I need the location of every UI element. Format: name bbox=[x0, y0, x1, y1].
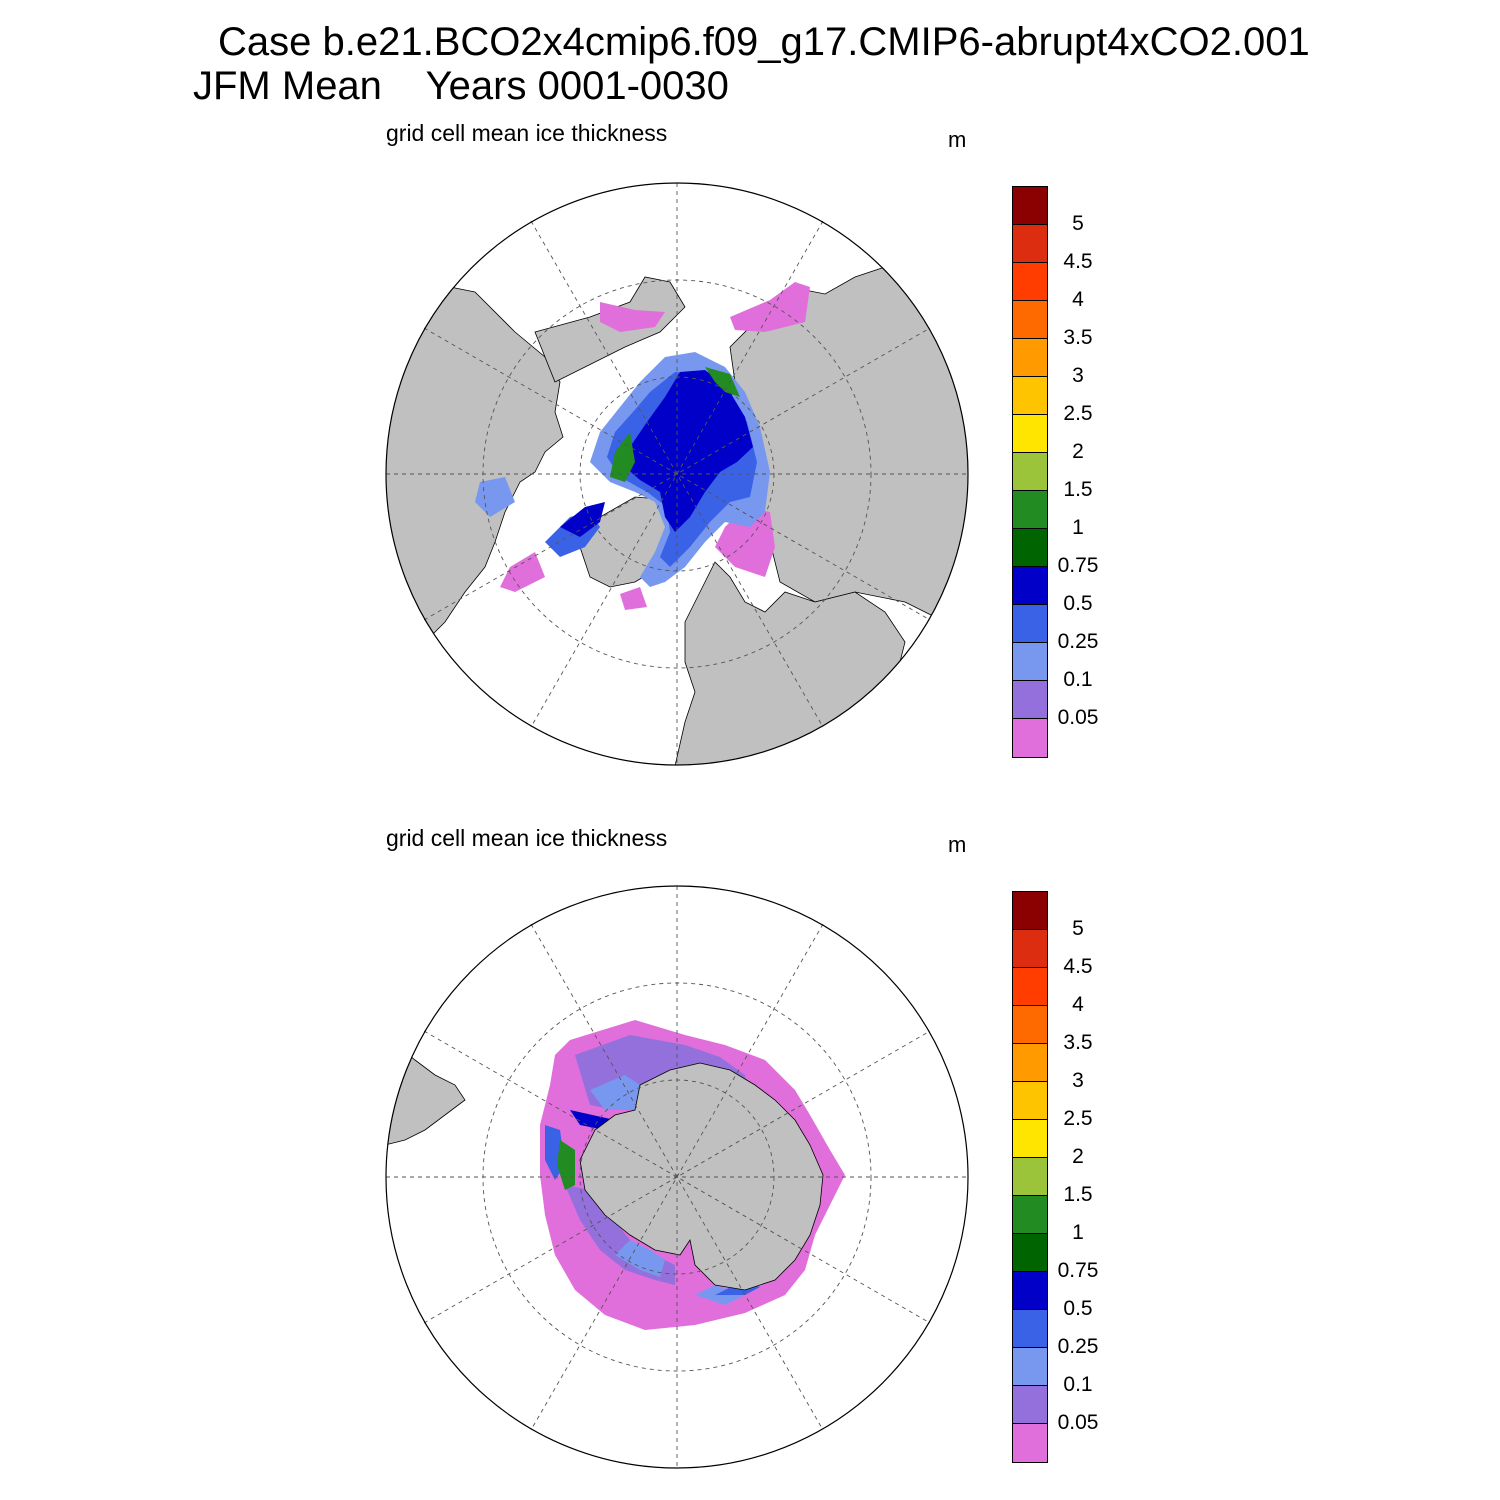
case-title: Case b.e21.BCO2x4cmip6.f09_g17.CMIP6-abr… bbox=[218, 20, 1310, 64]
sh-colorbar-swatch bbox=[1013, 1348, 1047, 1386]
nh-land-north-america bbox=[386, 281, 564, 673]
nh-colorbar bbox=[1012, 186, 1048, 758]
sh-colorbar-label: 5 bbox=[1072, 917, 1084, 940]
sh-colorbar-label: 3.5 bbox=[1063, 1031, 1093, 1054]
nh-colorbar-label: 4 bbox=[1072, 288, 1084, 311]
nh-colorbar-swatch bbox=[1013, 567, 1047, 605]
sh-graticule bbox=[386, 886, 968, 1468]
sh-colorbar bbox=[1012, 891, 1048, 1463]
nh-colorbar-swatch bbox=[1013, 339, 1047, 377]
nh-colorbar-label: 0.1 bbox=[1063, 668, 1093, 691]
nh-colorbar-label: 3.5 bbox=[1063, 326, 1093, 349]
nh-colorbar-label: 2 bbox=[1072, 440, 1084, 463]
sh-units-label: m bbox=[948, 832, 967, 857]
sh-colorbar-label: 0.5 bbox=[1063, 1297, 1093, 1320]
sh-colorbar-swatch bbox=[1013, 1082, 1047, 1120]
nh-ice-thin-margin bbox=[500, 282, 810, 610]
sh-panel-title: grid cell mean ice thickness bbox=[386, 825, 668, 851]
sh-colorbar-swatch bbox=[1013, 1234, 1047, 1272]
nh-colorbar-swatch bbox=[1013, 225, 1047, 263]
sh-colorbar-swatch bbox=[1013, 1272, 1047, 1310]
nh-colorbar-label: 0.75 bbox=[1057, 554, 1099, 577]
nh-colorbar-swatch bbox=[1013, 453, 1047, 491]
nh-map-border bbox=[385, 182, 969, 766]
nh-ice-thick bbox=[560, 370, 753, 537]
sh-colorbar-label: 3 bbox=[1072, 1069, 1084, 1092]
sh-colorbar-swatch bbox=[1013, 1006, 1047, 1044]
sh-colorbar-label: 0.75 bbox=[1057, 1259, 1099, 1282]
sh-colorbar-swatch bbox=[1013, 1386, 1047, 1424]
sh-polar-map bbox=[385, 885, 969, 1469]
sh-colorbar-label: 0.05 bbox=[1057, 1411, 1099, 1434]
nh-units-label: m bbox=[948, 127, 967, 152]
nh-colorbar-swatch bbox=[1013, 719, 1047, 757]
nh-graticule bbox=[386, 183, 968, 765]
sh-colorbar-swatch bbox=[1013, 1044, 1047, 1082]
sh-colorbar-swatch bbox=[1013, 892, 1047, 930]
nh-colorbar-swatch bbox=[1013, 491, 1047, 529]
nh-colorbar-label: 4.5 bbox=[1063, 250, 1093, 273]
sh-colorbar-label: 2 bbox=[1072, 1145, 1084, 1168]
nh-colorbar-label: 0.05 bbox=[1057, 706, 1099, 729]
nh-colorbar-label: 0.25 bbox=[1057, 630, 1099, 653]
nh-colorbar-swatch bbox=[1013, 415, 1047, 453]
nh-colorbar-label: 1 bbox=[1072, 516, 1084, 539]
nh-colorbar-label: 0.5 bbox=[1063, 592, 1093, 615]
nh-colorbar-swatch bbox=[1013, 605, 1047, 643]
sh-colorbar-swatch bbox=[1013, 930, 1047, 968]
season-label: JFM Mean bbox=[193, 64, 382, 108]
sh-colorbar-swatch bbox=[1013, 1424, 1047, 1462]
nh-colorbar-swatch bbox=[1013, 681, 1047, 719]
period-title: JFM Mean Years 0001-0030 bbox=[193, 64, 729, 109]
sh-colorbar-label: 1 bbox=[1072, 1221, 1084, 1244]
nh-colorbar-label: 3 bbox=[1072, 364, 1084, 387]
sh-colorbar-label: 2.5 bbox=[1063, 1107, 1093, 1130]
sh-colorbar-swatch bbox=[1013, 1158, 1047, 1196]
years-label: Years 0001-0030 bbox=[425, 64, 729, 108]
sh-colorbar-swatch bbox=[1013, 968, 1047, 1006]
sh-colorbar-label: 4.5 bbox=[1063, 955, 1093, 978]
sh-ice-thin bbox=[590, 1075, 745, 1305]
nh-polar-map bbox=[385, 182, 969, 766]
nh-ice-green bbox=[610, 367, 740, 482]
nh-colorbar-label: 5 bbox=[1072, 212, 1084, 235]
sh-colorbar-label: 4 bbox=[1072, 993, 1084, 1016]
nh-colorbar-label: 1.5 bbox=[1063, 478, 1093, 501]
sh-colorbar-label: 1.5 bbox=[1063, 1183, 1093, 1206]
sh-colorbar-label: 0.1 bbox=[1063, 1373, 1093, 1396]
nh-colorbar-swatch bbox=[1013, 643, 1047, 681]
sh-colorbar-swatch bbox=[1013, 1196, 1047, 1234]
nh-colorbar-swatch bbox=[1013, 263, 1047, 301]
nh-colorbar-swatch bbox=[1013, 377, 1047, 415]
sh-land-antarctica bbox=[579, 1062, 824, 1291]
nh-colorbar-swatch bbox=[1013, 187, 1047, 225]
sh-colorbar-swatch bbox=[1013, 1310, 1047, 1348]
nh-panel-title: grid cell mean ice thickness bbox=[386, 120, 668, 146]
nh-colorbar-label: 2.5 bbox=[1063, 402, 1093, 425]
sh-map-border bbox=[385, 885, 969, 1469]
sh-colorbar-swatch bbox=[1013, 1120, 1047, 1158]
nh-colorbar-swatch bbox=[1013, 301, 1047, 339]
nh-colorbar-swatch bbox=[1013, 529, 1047, 567]
sh-colorbar-label: 0.25 bbox=[1057, 1335, 1099, 1358]
